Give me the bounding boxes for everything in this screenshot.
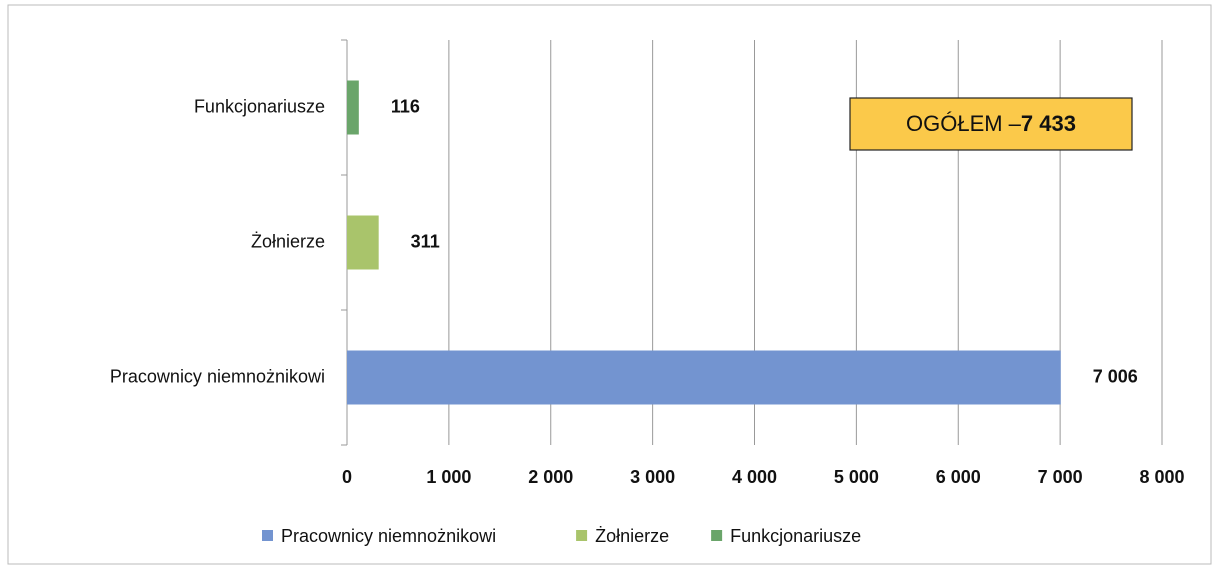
annotation-total: 7 433 <box>1021 111 1076 136</box>
chart-border <box>7 4 1212 565</box>
x-tick-label: 0 <box>342 467 352 487</box>
y-tick-label: Pracownicy niemnożnikowi <box>110 366 325 386</box>
y-tick-label: Funkcjonariusze <box>194 96 325 116</box>
value-label: 116 <box>391 96 420 116</box>
x-tick-label: 6 000 <box>936 467 981 487</box>
bar <box>347 215 379 270</box>
legend-label: Pracownicy niemnożnikowi <box>281 526 496 546</box>
x-tick-label: 2 000 <box>528 467 573 487</box>
legend-label: Żołnierze <box>595 526 669 546</box>
bar <box>347 350 1061 405</box>
y-tick-label: Żołnierze <box>251 231 325 251</box>
legend-swatch <box>711 530 723 541</box>
value-label: 7 006 <box>1093 366 1138 386</box>
value-label: 311 <box>411 231 440 251</box>
annotation-box <box>849 97 1133 151</box>
x-tick-label: 3 000 <box>630 467 675 487</box>
x-tick-label: 8 000 <box>1139 467 1184 487</box>
x-tick-label: 5 000 <box>834 467 879 487</box>
annotation: OGÓŁEM –7 433 <box>906 111 1076 136</box>
legend-swatch <box>576 530 588 541</box>
annotation-text: OGÓŁEM – <box>906 111 1022 136</box>
legend-label: Funkcjonariusze <box>730 526 861 546</box>
x-tick-label: 4 000 <box>732 467 777 487</box>
legend-swatch <box>262 530 273 541</box>
x-tick-label: 7 000 <box>1038 467 1083 487</box>
x-tick-label: 1 000 <box>426 467 471 487</box>
bar <box>347 80 359 135</box>
